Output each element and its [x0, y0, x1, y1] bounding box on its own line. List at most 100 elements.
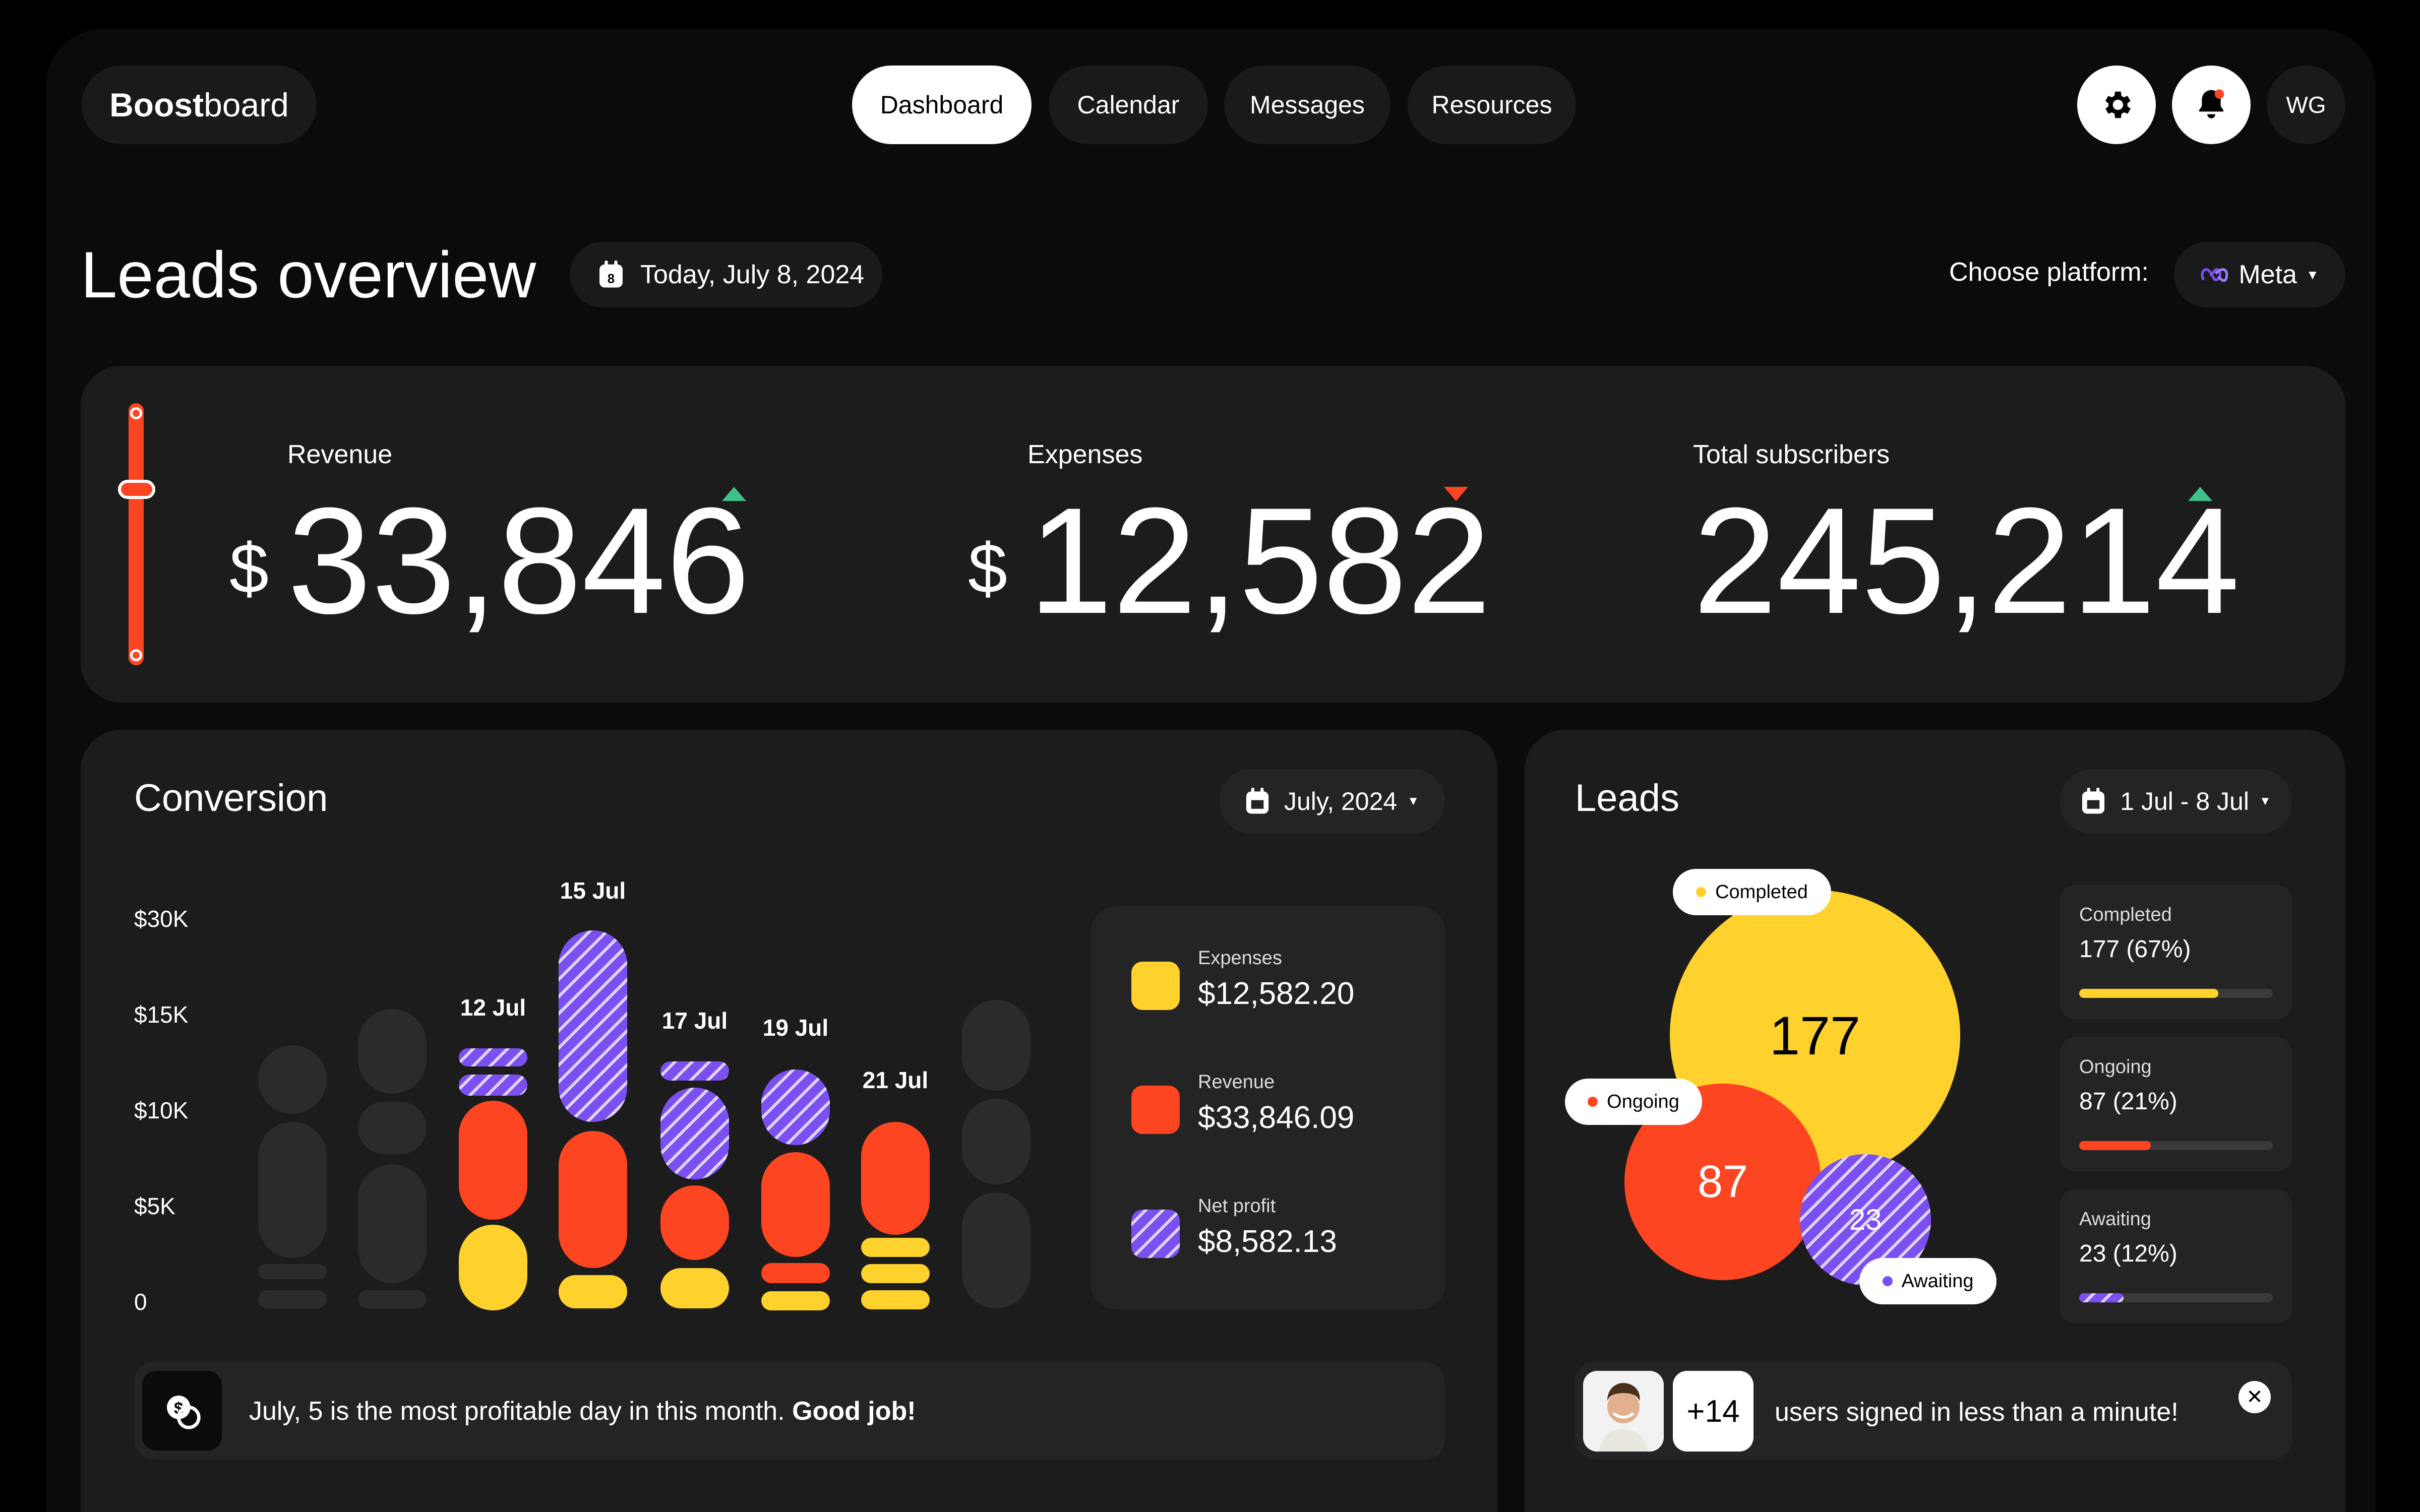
dot-icon [1588, 1097, 1598, 1107]
platform-value: Meta [2238, 260, 2297, 289]
user-avatar[interactable]: WG [2267, 66, 2345, 144]
expenses-bar-segment[interactable] [861, 1264, 930, 1283]
placeholder-bar-segment[interactable] [358, 1290, 427, 1308]
placeholder-bar-segment[interactable] [358, 1164, 427, 1283]
notifications-button[interactable] [2172, 66, 2251, 144]
more-users-badge[interactable]: +14 [1673, 1371, 1753, 1452]
range-slider-track[interactable] [129, 403, 144, 665]
lead-stat-name: Completed [2079, 904, 2172, 925]
placeholder-bar-segment[interactable] [358, 1102, 427, 1154]
legend-swatch [1131, 962, 1180, 1010]
lead-stat-value: 177 (67%) [2079, 936, 2191, 963]
app-logo[interactable]: Boost board [82, 66, 317, 144]
dot-icon [1882, 1276, 1893, 1286]
revenue-bar-segment[interactable] [761, 1152, 830, 1257]
trend-up-icon [722, 487, 746, 501]
revenue-label: Revenue [287, 440, 393, 469]
expenses-bar-segment[interactable] [761, 1291, 830, 1310]
placeholder-bar-segment[interactable] [258, 1264, 327, 1279]
coin-icon: $ [142, 1371, 222, 1451]
settings-button[interactable] [2077, 66, 2156, 144]
expenses-bar-segment[interactable] [660, 1268, 729, 1308]
leads-period: 1 Jul - 8 Jul [2120, 787, 2249, 815]
lead-stat-value: 23 (12%) [2079, 1240, 2177, 1267]
page-title: Leads overview [81, 238, 536, 311]
insight-banner [134, 1362, 1445, 1460]
leads-period-select[interactable]: 1 Jul - 8 Jul ▼ [2060, 769, 2292, 834]
lead-stat-name: Awaiting [2079, 1209, 2151, 1230]
expenses-bar-segment[interactable] [861, 1290, 930, 1309]
date-text: Today, July 8, 2024 [640, 260, 865, 289]
calendar-icon: 8 [599, 261, 623, 288]
insight-message: July, 5 is the most profitable day in th… [249, 1397, 785, 1426]
label-text: Ongoing [1607, 1091, 1679, 1112]
progress-fill [2079, 1293, 2124, 1302]
tab-messages[interactable]: Messages [1224, 66, 1390, 144]
tab-calendar[interactable]: Calendar [1049, 66, 1208, 144]
legend-value: $33,846.09 [1198, 1100, 1355, 1135]
tab-dashboard[interactable]: Dashboard [852, 66, 1032, 144]
y-tick-label: 0 [134, 1289, 147, 1315]
insight-text: July, 5 is the most profitable day in th… [249, 1396, 916, 1426]
user-avatar [1583, 1371, 1664, 1452]
net-profit-bar-segment[interactable] [459, 1048, 527, 1066]
logo-bold: Boost [109, 86, 204, 123]
expenses-bar-segment[interactable] [861, 1238, 930, 1257]
close-icon[interactable]: ✕ [2238, 1381, 2271, 1413]
bell-icon [2199, 89, 2224, 118]
y-tick-label: $10K [134, 1097, 189, 1123]
bubble-ongoing[interactable]: 87 [1624, 1084, 1821, 1280]
legend-value: $12,582.20 [1198, 976, 1355, 1011]
chevron-down-icon: ▼ [1407, 794, 1419, 808]
chevron-down-icon: ▼ [2306, 267, 2319, 282]
placeholder-bar-segment[interactable] [258, 1122, 327, 1258]
lead-stat-value: 87 (21%) [2079, 1088, 2177, 1115]
revenue-currency: $ [229, 529, 269, 608]
legend-swatch [1131, 1210, 1180, 1258]
platform-label: Choose platform: [1949, 258, 2149, 287]
revenue-bar-segment[interactable] [559, 1131, 627, 1268]
revenue-bar-segment[interactable] [459, 1101, 527, 1220]
revenue-bar-segment[interactable] [660, 1185, 729, 1260]
net-profit-bar-segment[interactable] [660, 1061, 729, 1081]
person-avatar-icon [1583, 1371, 1664, 1452]
meta-logo-icon [2201, 268, 2228, 282]
placeholder-bar-segment[interactable] [962, 1192, 1031, 1308]
date-chip[interactable]: 8 Today, July 8, 2024 [570, 242, 882, 307]
slider-top-dot [130, 407, 142, 419]
chevron-down-icon: ▼ [2259, 794, 2271, 808]
tab-resources[interactable]: Resources [1408, 66, 1576, 144]
legend-value: $8,582.13 [1198, 1224, 1337, 1259]
progress-fill [2079, 1141, 2151, 1150]
expenses-bar-segment[interactable] [459, 1225, 527, 1310]
net-profit-bar-segment[interactable] [459, 1075, 527, 1096]
slider-handle[interactable] [118, 480, 155, 499]
placeholder-bar-segment[interactable] [258, 1290, 327, 1308]
gear-icon [2105, 91, 2131, 118]
expenses-currency: $ [968, 529, 1007, 608]
placeholder-bar-segment[interactable] [962, 1000, 1031, 1091]
net-profit-bar-segment[interactable] [559, 930, 627, 1122]
placeholder-bar-segment[interactable] [358, 1009, 427, 1094]
conversion-period-select[interactable]: July, 2024 ▼ [1219, 769, 1445, 834]
expenses-label: Expenses [1027, 440, 1143, 469]
placeholder-bar-segment[interactable] [962, 1099, 1031, 1184]
placeholder-bar-segment[interactable] [258, 1045, 327, 1114]
net-profit-bar-segment[interactable] [761, 1069, 830, 1145]
revenue-bar-segment[interactable] [761, 1263, 830, 1283]
stats-card [81, 366, 2345, 703]
conversion-title: Conversion [134, 777, 328, 820]
conversion-period: July, 2024 [1284, 787, 1398, 815]
bubble-label-completed: Completed [1673, 869, 1831, 915]
legend-swatch [1131, 1086, 1180, 1134]
y-tick-label: $15K [134, 1001, 189, 1028]
logo-light: board [204, 86, 289, 123]
trend-down-icon [1444, 487, 1468, 501]
net-profit-bar-segment[interactable] [660, 1088, 729, 1179]
slider-bottom-dot [130, 649, 142, 661]
platform-select[interactable]: Meta ▼ [2174, 242, 2345, 307]
subscribers-label: Total subscribers [1693, 440, 1890, 469]
revenue-value: 33,846 [287, 476, 750, 645]
revenue-bar-segment[interactable] [861, 1122, 930, 1235]
expenses-bar-segment[interactable] [559, 1275, 627, 1308]
